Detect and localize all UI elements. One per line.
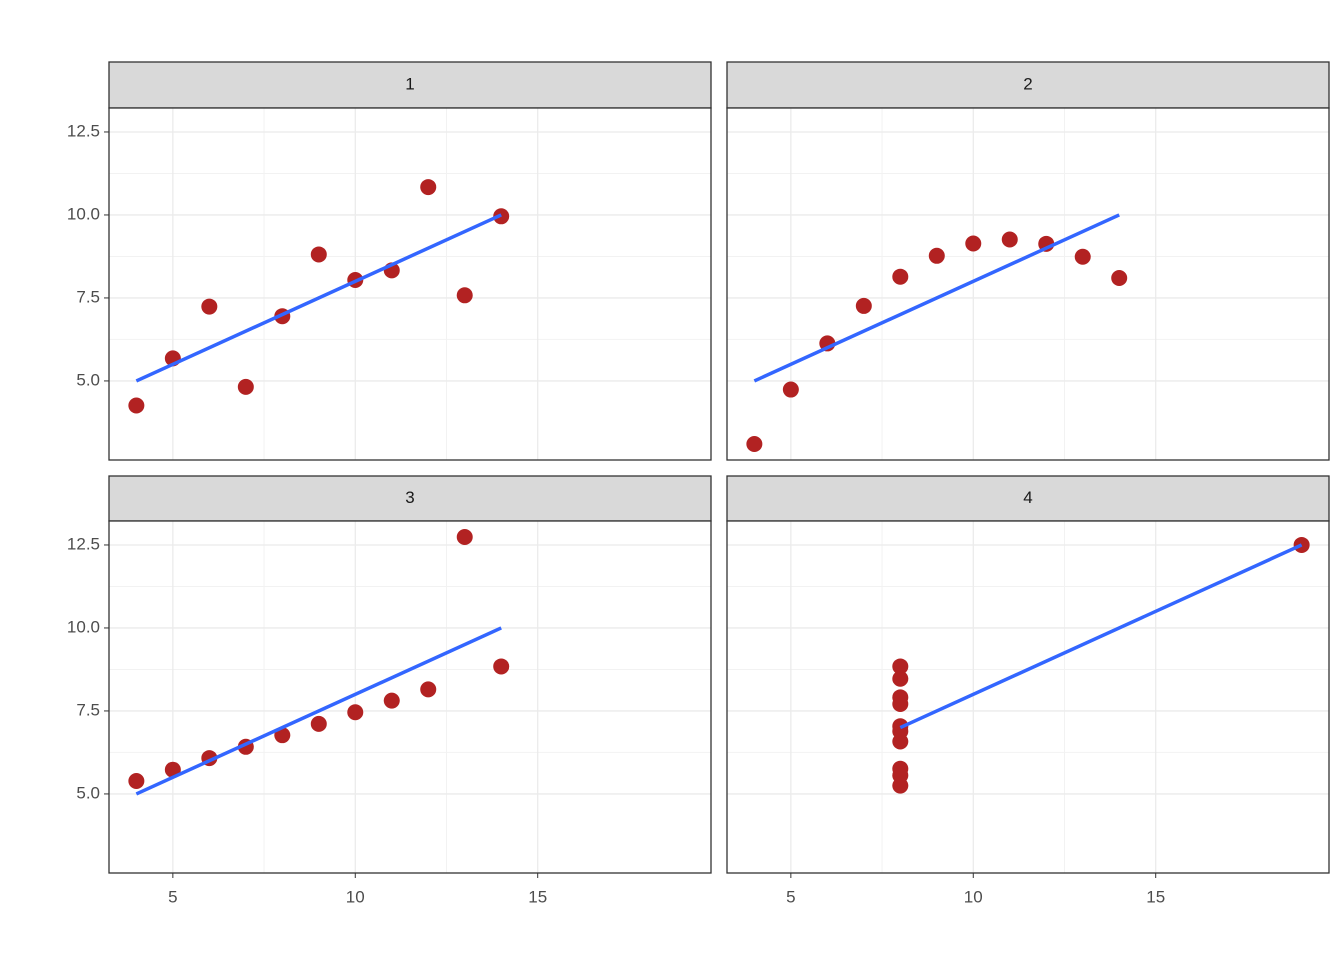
point — [310, 246, 327, 263]
point — [128, 397, 145, 414]
strip — [108, 475, 712, 522]
y-tick-label: 5.0 — [76, 783, 100, 802]
point — [892, 658, 909, 675]
panel-border — [108, 107, 712, 461]
fit-line — [135, 213, 502, 383]
y-tick-label: 10.0 — [67, 204, 100, 223]
point — [420, 179, 437, 196]
x-tick-label: 15 — [1146, 887, 1165, 906]
fit-line — [753, 213, 1120, 383]
strip — [108, 61, 712, 109]
panel-border — [108, 520, 712, 874]
x-tick-label: 15 — [528, 887, 547, 906]
strip-text: 3 — [405, 488, 414, 507]
panel-background — [727, 108, 1329, 460]
panel-background — [109, 108, 711, 460]
x-tick-label: 5 — [168, 887, 177, 906]
point — [493, 658, 510, 675]
y-tick-label: 12.5 — [67, 121, 100, 140]
point — [456, 287, 473, 304]
point — [1074, 248, 1091, 265]
point — [383, 692, 400, 709]
point — [1111, 270, 1128, 287]
point — [782, 381, 799, 398]
x-tick-label: 10 — [964, 887, 983, 906]
fit-line — [899, 543, 1303, 730]
point — [201, 298, 218, 315]
strip-text: 2 — [1023, 74, 1032, 93]
point — [892, 670, 909, 687]
point — [892, 268, 909, 285]
point — [456, 529, 473, 545]
strip-text: 4 — [1023, 488, 1032, 507]
strip — [726, 475, 1330, 522]
strip — [726, 61, 1330, 109]
panel-border — [726, 520, 1330, 874]
point — [310, 715, 327, 732]
point — [1001, 231, 1018, 248]
point — [965, 235, 982, 252]
panel-border — [726, 107, 1330, 461]
point — [128, 772, 145, 789]
y-tick-label: 5.0 — [76, 370, 100, 389]
point — [855, 297, 872, 314]
point — [892, 767, 909, 784]
y-tick-label: 10.0 — [67, 617, 100, 636]
fit-line — [135, 626, 502, 796]
x-tick-label: 10 — [346, 887, 365, 906]
y-tick-label: 12.5 — [67, 534, 100, 553]
y-tick-label: 7.5 — [76, 287, 100, 306]
point — [347, 704, 364, 721]
point — [237, 378, 254, 395]
strip-text: 1 — [405, 74, 414, 93]
y-tick-label: 7.5 — [76, 700, 100, 719]
panel-background — [109, 521, 711, 873]
point — [420, 681, 437, 698]
x-tick-label: 5 — [786, 887, 795, 906]
point — [892, 689, 909, 706]
point — [928, 247, 945, 264]
point — [746, 436, 763, 452]
